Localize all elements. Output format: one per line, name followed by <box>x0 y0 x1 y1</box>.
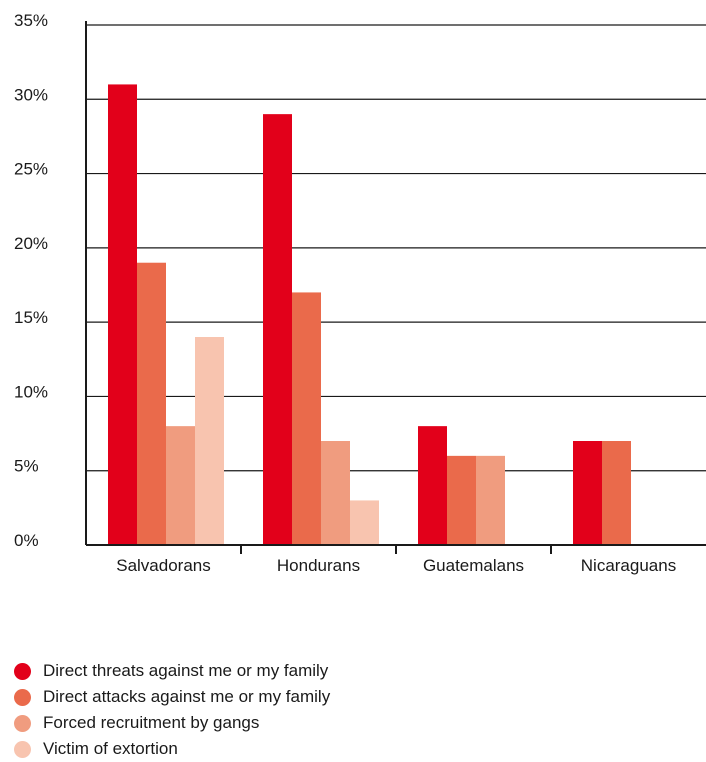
legend-swatch <box>14 714 31 732</box>
bar <box>321 441 350 545</box>
bar <box>292 292 321 545</box>
y-tick-label: 5% <box>14 457 39 476</box>
x-category-label: Guatemalans <box>423 556 524 575</box>
bar-chart: 0% 5% 10% 15% 20% 25% 30% 35% Salvadorans Hondur… <box>14 11 706 575</box>
bar <box>137 262 166 545</box>
bar <box>476 455 505 545</box>
legend-item: Direct threats against me or my family <box>14 658 330 684</box>
y-tick-label: 30% <box>14 85 48 104</box>
y-tick-label: 35% <box>14 11 48 30</box>
legend-label: Victim of extortion <box>43 739 178 758</box>
bar <box>195 337 224 545</box>
legend-label: Direct attacks against me or my family <box>43 687 331 706</box>
x-category-label: Nicaraguans <box>581 556 676 575</box>
bar <box>602 441 631 545</box>
x-axis-category-labels: Salvadorans Hondurans Guatemalans Nicaragua… <box>116 556 676 575</box>
x-category-label: Salvadorans <box>116 556 211 575</box>
legend-item: Direct attacks against me or my family <box>14 684 330 710</box>
x-category-label: Hondurans <box>277 556 360 575</box>
bars <box>108 84 631 546</box>
legend-label: Forced recruitment by gangs <box>43 713 260 732</box>
y-tick-label: 15% <box>14 308 48 327</box>
bar <box>447 455 476 545</box>
y-tick-label: 10% <box>14 382 48 401</box>
y-axis-tick-labels: 0% 5% 10% 15% 20% 25% 30% 35% <box>14 11 48 550</box>
legend-label: Direct threats against me or my family <box>43 661 329 680</box>
bar <box>166 426 195 545</box>
bar <box>350 500 379 545</box>
axes <box>85 21 706 554</box>
y-tick-label: 0% <box>14 531 39 550</box>
legend-swatch <box>14 740 31 758</box>
gridlines <box>86 24 706 472</box>
y-tick-label: 25% <box>14 160 48 179</box>
legend-item: Victim of extortion <box>14 736 330 762</box>
bar <box>108 84 137 545</box>
legend-swatch <box>14 688 31 706</box>
y-tick-label: 20% <box>14 234 48 253</box>
bar <box>418 426 447 545</box>
legend: Direct threats against me or my family Di… <box>14 658 330 762</box>
bar <box>573 441 602 545</box>
bar <box>263 114 292 546</box>
legend-item: Forced recruitment by gangs <box>14 710 330 736</box>
legend-swatch <box>14 662 31 680</box>
